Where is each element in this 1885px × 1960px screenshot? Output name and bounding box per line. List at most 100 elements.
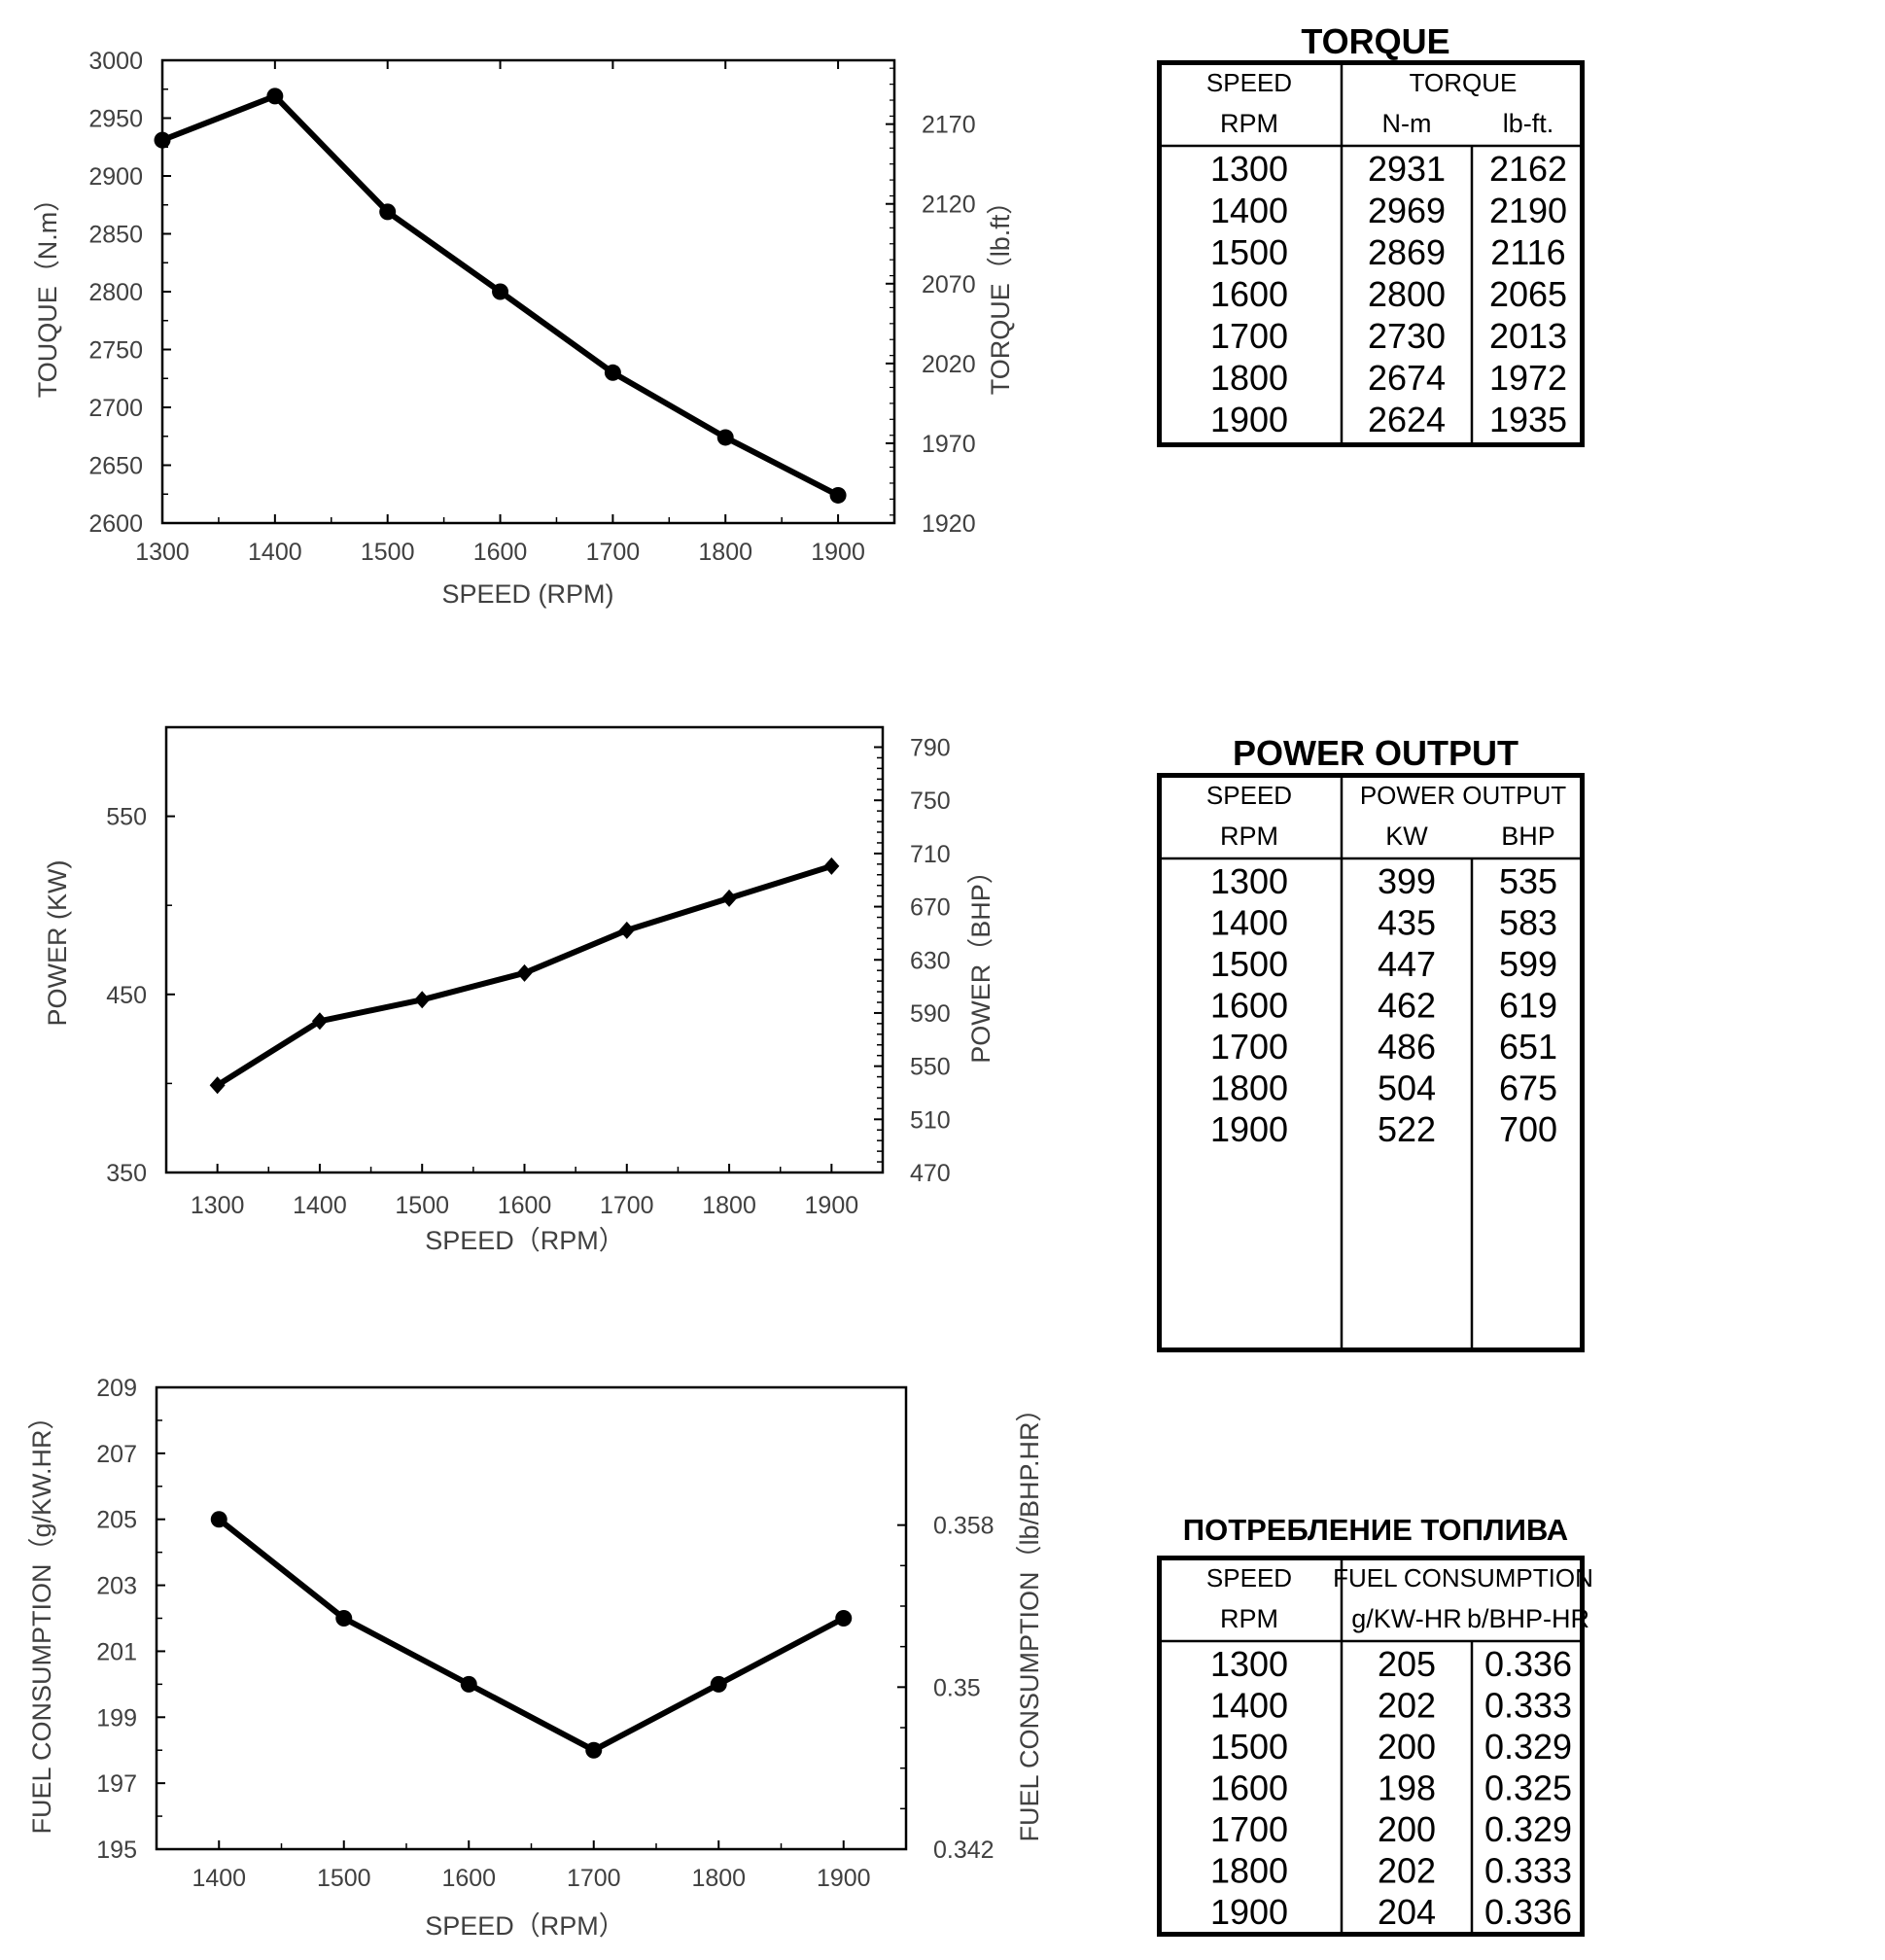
- plot-frame: [160, 58, 896, 525]
- header-group: POWER OUTPUT: [1360, 781, 1566, 810]
- y-tick-label: 2950: [88, 106, 143, 133]
- x-tick-label: 1900: [817, 1865, 871, 1892]
- data-point: [210, 1511, 227, 1528]
- cell-value-2: 1972: [1489, 358, 1567, 398]
- cell-value-1: 2674: [1368, 358, 1446, 398]
- cell-value-2: 2190: [1489, 191, 1567, 230]
- fuel-consumption-table: SPEED FUEL CONSUMPTION RPM g/KW-HR b/BHP-HR 1…: [1157, 1556, 1593, 1937]
- x-tick-label: 1700: [567, 1865, 621, 1892]
- y2-axis-title: TORQUE（lb.ft）: [986, 189, 1015, 396]
- x-tick-label: 1600: [498, 1192, 552, 1219]
- table-border: [1157, 60, 1585, 447]
- power-table-title: POWER OUTPUT: [1233, 733, 1518, 773]
- x-tick-label: 1400: [248, 539, 302, 566]
- cell-speed: 1400: [1210, 903, 1288, 943]
- x-tick-label: 1600: [473, 539, 528, 566]
- y-tick-label: 3000: [88, 48, 143, 75]
- y2-tick-label: 0.358: [933, 1513, 995, 1540]
- data-point: [710, 1675, 727, 1693]
- y-tick-label: 201: [96, 1638, 137, 1665]
- series-line: [217, 1517, 846, 1754]
- cell-value-2: 0.333: [1484, 1851, 1572, 1891]
- cell-value-2: 2116: [1490, 232, 1565, 272]
- cell-value-2: 0.329: [1484, 1727, 1572, 1767]
- cell-speed: 1900: [1210, 400, 1288, 439]
- y2-tick-label: 590: [910, 1000, 951, 1028]
- chart-3: 1400 1500 1600 1700 1800 1900 195 197 199 201 203 2…: [27, 1375, 1044, 1941]
- torque-table: SPEED TORQUE RPM N-m lb-ft. 1300 2931 2162 1400 2…: [1157, 60, 1585, 447]
- y-tick-label: 205: [96, 1507, 137, 1534]
- cell-speed: 1800: [1210, 1068, 1288, 1108]
- y-tick-label: 2700: [88, 395, 143, 422]
- header-speed: SPEED: [1206, 68, 1292, 97]
- x-tick-label: 1900: [811, 539, 865, 566]
- cell-value-2: 700: [1499, 1109, 1557, 1149]
- cell-value-2: 2013: [1489, 316, 1567, 356]
- y-tick-label: 2650: [88, 453, 143, 480]
- data-point: [823, 857, 840, 875]
- y2-tick-label: 1970: [922, 431, 976, 458]
- cell-speed: 1700: [1210, 1809, 1288, 1849]
- x-tick-label: 1700: [586, 539, 641, 566]
- y2-tick-label: 2170: [922, 112, 976, 139]
- cell-speed: 1600: [1210, 986, 1288, 1026]
- header-group: FUEL CONSUMPTION: [1333, 1563, 1593, 1592]
- y2-tick-label: 550: [910, 1054, 951, 1081]
- y-tick-label: 209: [96, 1375, 137, 1402]
- cell-value-2: 0.333: [1484, 1686, 1572, 1726]
- x-tick-label: 1500: [317, 1865, 371, 1892]
- data-point: [460, 1675, 477, 1693]
- y2-tick-label: 1920: [922, 510, 976, 538]
- cell-value-2: 619: [1499, 986, 1557, 1026]
- data-point: [209, 1076, 226, 1095]
- y2-tick-label: 710: [910, 841, 951, 868]
- cell-speed: 1700: [1210, 316, 1288, 356]
- y-tick-label: 2600: [88, 510, 143, 538]
- y-tick-label: 197: [96, 1770, 137, 1798]
- y-tick-label: 207: [96, 1441, 137, 1468]
- y2-tick-label: 2120: [922, 192, 976, 219]
- x-tick-label: 1900: [805, 1192, 859, 1219]
- cell-value-1: 202: [1378, 1851, 1436, 1891]
- x-tick-label: 1500: [395, 1192, 449, 1219]
- x-tick-label: 1500: [361, 539, 415, 566]
- header-rpm: RPM: [1220, 1604, 1278, 1633]
- y2-axis-title: POWER（BHP）: [966, 858, 995, 1064]
- cell-value-1: 204: [1378, 1892, 1436, 1932]
- data-point: [154, 131, 171, 149]
- header-speed: SPEED: [1206, 781, 1292, 810]
- y2-tick-label: 470: [910, 1160, 951, 1187]
- y-tick-label: 550: [106, 804, 147, 831]
- y2-tick-label: 750: [910, 788, 951, 815]
- cell-value-1: 447: [1378, 944, 1436, 984]
- cell-value-1: 399: [1378, 861, 1436, 901]
- x-tick-label: 1300: [191, 1192, 245, 1219]
- cell-value-2: 675: [1499, 1068, 1557, 1108]
- x-tick-label: 1800: [698, 539, 752, 566]
- cell-value-2: 0.336: [1484, 1644, 1572, 1684]
- y-tick-label: 2750: [88, 337, 143, 365]
- x-axis-title: SPEED（RPM）: [425, 1911, 625, 1941]
- y2-tick-label: 0.35: [933, 1674, 981, 1701]
- cell-speed: 1800: [1210, 1851, 1288, 1891]
- cell-value-1: 2969: [1368, 191, 1446, 230]
- cell-speed: 1400: [1210, 1686, 1288, 1726]
- y2-tick-label: 630: [910, 947, 951, 974]
- cell-speed: 1600: [1210, 274, 1288, 314]
- cell-value-1: 2931: [1368, 149, 1446, 189]
- data-point: [266, 88, 284, 105]
- cell-value-2: 1935: [1489, 400, 1567, 439]
- cell-value-1: 522: [1378, 1109, 1436, 1149]
- y-tick-label: 195: [96, 1837, 137, 1864]
- cell-value-1: 205: [1378, 1644, 1436, 1684]
- x-tick-label: 1300: [135, 539, 190, 566]
- y-tick-label: 450: [106, 982, 147, 1009]
- y-axis-title: FUEL CONSUMPTION（g/KW.HR）: [27, 1403, 56, 1834]
- header-group: TORQUE: [1410, 68, 1518, 97]
- y2-axis-title: FUEL CONSUMPTION（lb/BHP.HR）: [1015, 1395, 1044, 1841]
- x-axis-title: SPEED（RPM）: [425, 1226, 625, 1255]
- data-point: [414, 991, 431, 1009]
- data-point: [618, 921, 635, 939]
- header-unit-1: N-m: [1382, 109, 1432, 138]
- data-point: [311, 1012, 328, 1031]
